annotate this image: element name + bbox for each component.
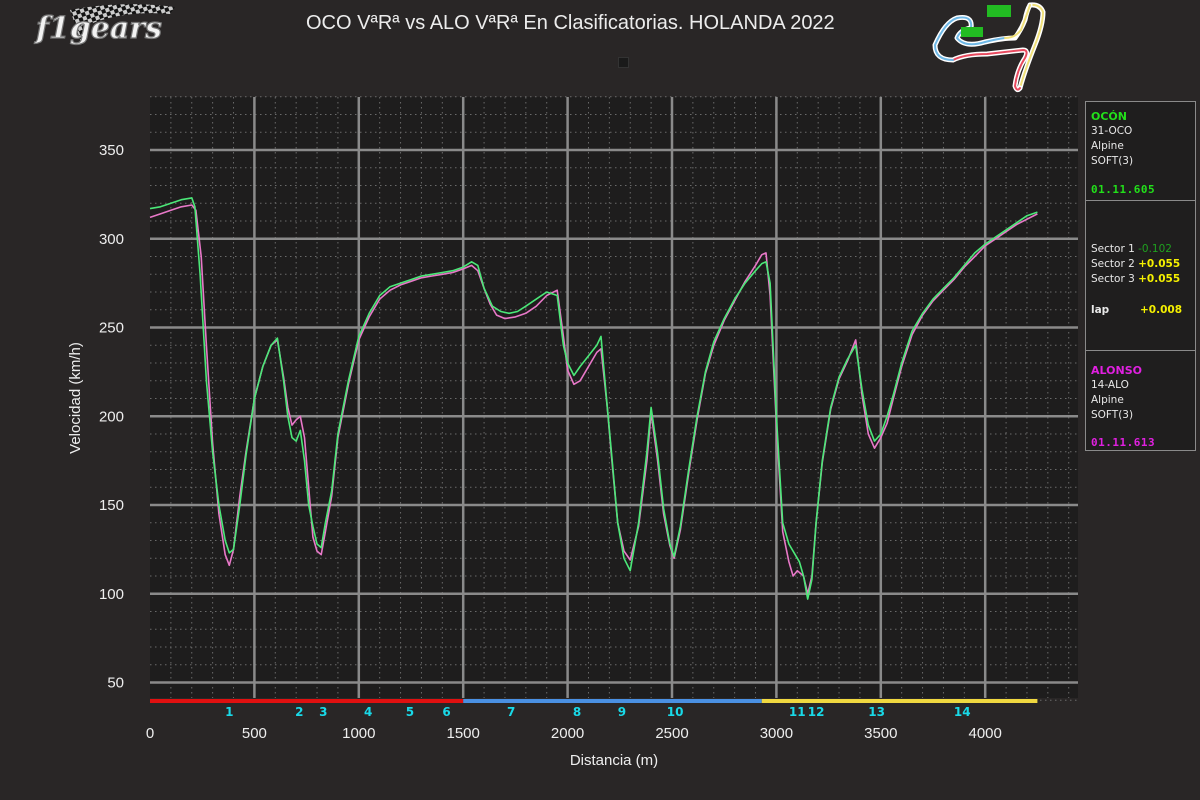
driver2-tyre: SOFT(3): [1091, 409, 1133, 421]
driver1-code: 31-OCO: [1091, 125, 1132, 137]
sector2-row: Sector 2 +0.055: [1091, 258, 1180, 270]
x-tick-label: 1500: [447, 725, 480, 742]
corner-number: 12: [808, 705, 825, 719]
corner-number: 2: [295, 705, 303, 719]
x-tick-label: 2000: [551, 725, 584, 742]
sector-bar: [762, 699, 1038, 703]
driver1-panel: OCÓN 31-OCO Alpine SOFT(3) 01.11.605: [1085, 101, 1196, 201]
y-tick-label: 100: [99, 586, 124, 603]
sector3-delta: +0.055: [1138, 273, 1180, 285]
y-tick-label: 350: [99, 142, 124, 159]
x-tick-label: 0: [146, 725, 154, 742]
driver2-panel: ALONSO 14-ALO Alpine SOFT(3) 01.11.613: [1085, 350, 1196, 451]
corner-number: 14: [954, 705, 971, 719]
corner-number: 11: [789, 705, 806, 719]
sector-bar: [150, 699, 463, 703]
speed-chart: 0500100015002000250030003500400050100150…: [0, 0, 1200, 800]
x-tick-label: 3000: [760, 725, 793, 742]
driver1-team: Alpine: [1091, 140, 1124, 152]
driver1-tyre: SOFT(3): [1091, 155, 1133, 167]
x-tick-label: 1000: [342, 725, 375, 742]
y-axis-label: Velocidad (km/h): [67, 342, 84, 454]
y-tick-label: 300: [99, 231, 124, 248]
sector1-delta: -0.102: [1138, 243, 1172, 255]
y-tick-label: 250: [99, 320, 124, 337]
x-tick-label: 4000: [969, 725, 1002, 742]
sector2-delta: +0.055: [1138, 258, 1180, 270]
sector-bar: [463, 699, 762, 703]
driver2-name: ALONSO: [1091, 364, 1142, 377]
corner-number: 13: [868, 705, 885, 719]
y-tick-label: 50: [107, 675, 124, 692]
corner-number: 6: [442, 705, 450, 719]
lap-delta-label: lap: [1091, 304, 1109, 316]
corner-number: 1: [225, 705, 233, 719]
driver1-name: OCÓN: [1091, 110, 1127, 123]
x-tick-label: 500: [242, 725, 267, 742]
x-axis-label: Distancia (m): [570, 752, 658, 769]
x-tick-label: 3500: [864, 725, 897, 742]
corner-number: 4: [364, 705, 372, 719]
driver2-code: 14-ALO: [1091, 379, 1129, 391]
sector3-row: Sector 3 +0.055: [1091, 273, 1180, 285]
y-tick-label: 200: [99, 408, 124, 425]
corner-number: 7: [507, 705, 515, 719]
corner-number: 8: [573, 705, 581, 719]
x-tick-label: 2500: [655, 725, 688, 742]
driver1-laptime: 01.11.605: [1091, 183, 1155, 196]
driver2-laptime: 01.11.613: [1091, 436, 1155, 449]
corner-number: 3: [319, 705, 327, 719]
lap-delta-value: +0.008: [1140, 304, 1182, 316]
sector-deltas-panel: Sector 1 -0.102 Sector 2 +0.055 Sector 3…: [1085, 200, 1196, 351]
corner-number: 10: [667, 705, 684, 719]
driver2-team: Alpine: [1091, 394, 1124, 406]
corner-number: 5: [406, 705, 414, 719]
y-tick-label: 150: [99, 497, 124, 514]
corner-number: 9: [618, 705, 626, 719]
sector1-row: Sector 1 -0.102: [1091, 243, 1172, 255]
plot-area: [150, 97, 1078, 698]
